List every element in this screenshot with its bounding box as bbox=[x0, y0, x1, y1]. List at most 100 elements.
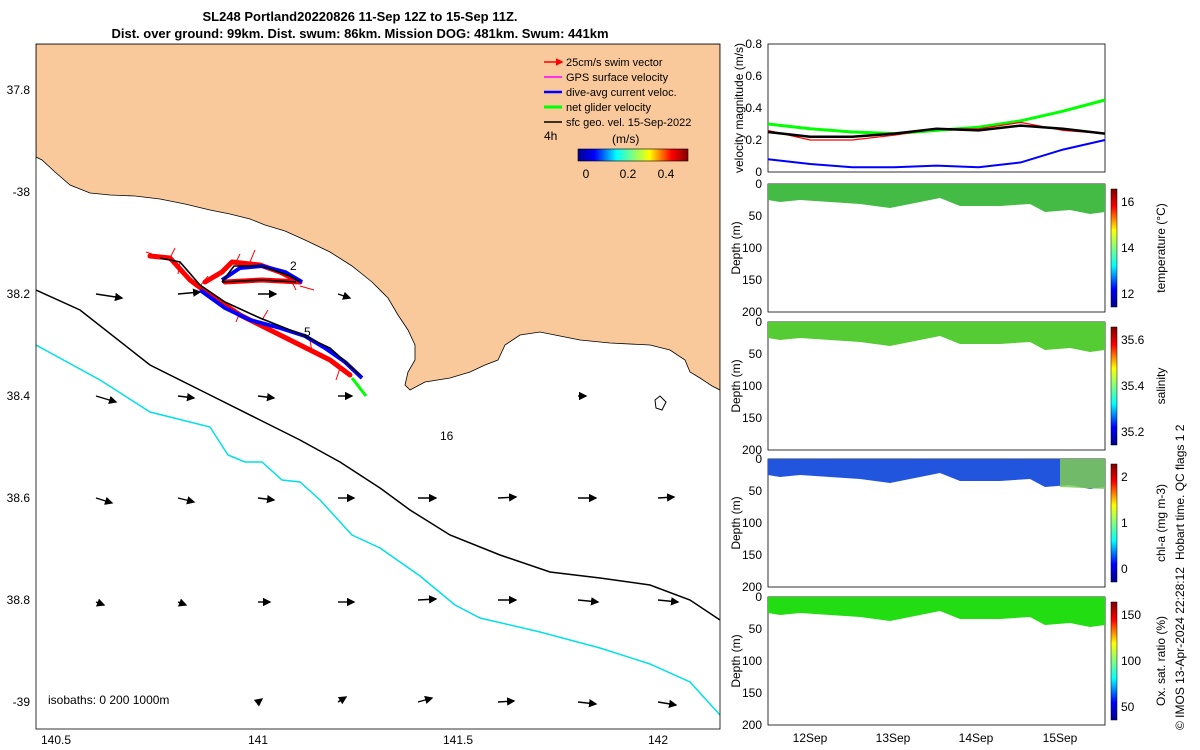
section-ylabel: Depth (m) bbox=[729, 496, 743, 549]
chart-title-line-1: SL248 Portland20220826 11-Sep 12Z to 15-… bbox=[202, 9, 518, 24]
velocity-y-tick: 0.2 bbox=[745, 133, 762, 147]
velocity-y-tick: 0.4 bbox=[745, 101, 762, 115]
depth-tick: 200 bbox=[742, 718, 762, 732]
depth-tick: 100 bbox=[742, 379, 762, 393]
legend-geo-velocity: sfc geo. vel. 15-Sep-2022 bbox=[566, 117, 691, 129]
section-panel: 0 50 100 150 200 Depth (m) 2 1 0 chl-a (mg m-3) bbox=[729, 452, 1168, 594]
map-colorbar-tick-2: 0.4 bbox=[658, 167, 675, 181]
depth-tick: 100 bbox=[742, 654, 762, 668]
map-frame bbox=[35, 43, 721, 730]
depth-tick: 150 bbox=[742, 686, 762, 700]
depth-tick: 0 bbox=[755, 315, 762, 329]
time-label: 4h bbox=[544, 129, 557, 143]
depth-tick: 50 bbox=[749, 622, 763, 636]
velocity-series-line bbox=[767, 124, 1106, 139]
map-y-tick: 38.2 bbox=[7, 287, 31, 301]
section-ylabel: Depth (m) bbox=[729, 359, 743, 412]
isobath-200m bbox=[36, 289, 720, 621]
map-x-tick: 142 bbox=[648, 733, 668, 747]
section-ylabel: Depth (m) bbox=[729, 634, 743, 687]
isobath-0m-east bbox=[654, 395, 667, 411]
depth-tick: 0 bbox=[755, 452, 762, 466]
depth-label: 16 bbox=[440, 429, 454, 443]
section-colorbar bbox=[1110, 326, 1118, 446]
legend-net-glider: net glider velocity bbox=[566, 102, 651, 114]
track-label-2: 2 bbox=[290, 259, 297, 273]
section-colorbar bbox=[1110, 463, 1118, 583]
swim-vector-ticks bbox=[145, 247, 341, 381]
track-label-5: 5 bbox=[304, 325, 311, 339]
depth-tick: 100 bbox=[742, 516, 762, 530]
legend-gps-velocity: GPS surface velocity bbox=[566, 72, 669, 84]
colorbar-tick: 1 bbox=[1121, 516, 1128, 530]
time-tick: 13Sep bbox=[876, 731, 911, 745]
velocity-series-group bbox=[767, 98, 1106, 169]
depth-tick: 50 bbox=[749, 347, 763, 361]
chart-title-line-2: Dist. over ground: 99km. Dist. swum: 86k… bbox=[111, 26, 609, 41]
map-y-tick: -39 bbox=[13, 695, 31, 709]
depth-tick: 50 bbox=[749, 484, 763, 498]
legend-swim-vector: 25cm/s swim vector bbox=[566, 57, 663, 69]
section-panel: 0 50 100 150 200 Depth (m) 35.6 35.4 35.2 salinit… bbox=[729, 315, 1168, 457]
section-colorbar bbox=[1110, 188, 1118, 308]
velocity-ylabel: velocity magnitude (m/s) bbox=[732, 43, 746, 173]
colorbar-tick: 35.6 bbox=[1121, 333, 1145, 347]
map-legend: 25cm/s swim vector GPS surface velocity … bbox=[544, 57, 691, 181]
legend-dive-avg: dive-avg current veloc. bbox=[566, 87, 677, 99]
map-y-tick: 38.8 bbox=[7, 593, 31, 607]
map-colorbar bbox=[577, 148, 689, 162]
time-tick: 15Sep bbox=[1043, 731, 1078, 745]
section-data-band bbox=[768, 459, 1105, 489]
map-x-tick: 141.5 bbox=[443, 733, 473, 747]
velocity-panel: 0 0.2 0.4 0.6 0.8 velocity magnitude (m/s) bbox=[732, 37, 1106, 179]
depth-tick: 200 bbox=[742, 443, 762, 457]
section-ylabel: Depth (m) bbox=[729, 221, 743, 274]
map-y-tick: 37.8 bbox=[7, 83, 31, 97]
map-x-tick: 140.5 bbox=[41, 733, 71, 747]
depth-tick: 50 bbox=[749, 209, 763, 223]
colorbar-tick: 2 bbox=[1121, 470, 1128, 484]
colorbar-label: temperature (°C) bbox=[1154, 203, 1168, 293]
colorbar-tick: 100 bbox=[1121, 654, 1141, 668]
time-x-axis: 12Sep 13Sep 14Sep 15Sep bbox=[793, 731, 1078, 745]
map-x-tick: 141 bbox=[248, 733, 268, 747]
map-x-axis: 140.5 141 141.5 142 bbox=[41, 733, 668, 747]
depth-tick: 150 bbox=[742, 411, 762, 425]
section-data-band bbox=[768, 322, 1105, 352]
colorbar-tick: 150 bbox=[1121, 608, 1141, 622]
chl-surface-patch bbox=[1060, 459, 1105, 489]
velocity-series-line bbox=[767, 139, 1106, 169]
imos-stamp: © IMOS 13-Apr-2024 22:28:12 bbox=[1173, 567, 1187, 730]
map-y-tick: -38 bbox=[13, 185, 31, 199]
colorbar-tick: 35.2 bbox=[1121, 425, 1145, 439]
colorbar-tick: 16 bbox=[1121, 195, 1135, 209]
velocity-frame bbox=[767, 43, 1106, 173]
isobath-1000m bbox=[36, 344, 720, 716]
colorbar-label: Ox. sat. ratio (%) bbox=[1154, 616, 1168, 706]
depth-tick: 200 bbox=[742, 580, 762, 594]
map-y-tick: 38.4 bbox=[7, 389, 31, 403]
glider-track-line bbox=[159, 257, 361, 376]
map-colorbar-title: (m/s) bbox=[612, 132, 639, 146]
colorbar-tick: 0 bbox=[1121, 562, 1128, 576]
time-tick: 12Sep bbox=[793, 731, 828, 745]
time-tick: 14Sep bbox=[959, 731, 994, 745]
colorbar-label: chl-a (mg m-3) bbox=[1154, 484, 1168, 562]
depth-tick: 0 bbox=[755, 177, 762, 191]
section-data-band bbox=[768, 184, 1105, 214]
velocity-y-tick: 0.8 bbox=[745, 37, 762, 51]
colorbar-label: salinity bbox=[1154, 368, 1168, 405]
depth-tick: 0 bbox=[755, 590, 762, 604]
map-y-tick: 38.6 bbox=[7, 491, 31, 505]
velocity-y-tick: 0 bbox=[755, 165, 762, 179]
colorbar-tick: 14 bbox=[1121, 241, 1135, 255]
colorbar-tick: 12 bbox=[1121, 287, 1135, 301]
depth-tick: 100 bbox=[742, 241, 762, 255]
section-panel: 0 50 100 150 200 Depth (m) 16 14 12 temperature (… bbox=[729, 177, 1168, 319]
velocity-series-line bbox=[767, 98, 1106, 136]
velocity-y-ticks: 0 0.2 0.4 0.6 0.8 bbox=[745, 37, 762, 179]
section-colorbar bbox=[1110, 601, 1118, 721]
